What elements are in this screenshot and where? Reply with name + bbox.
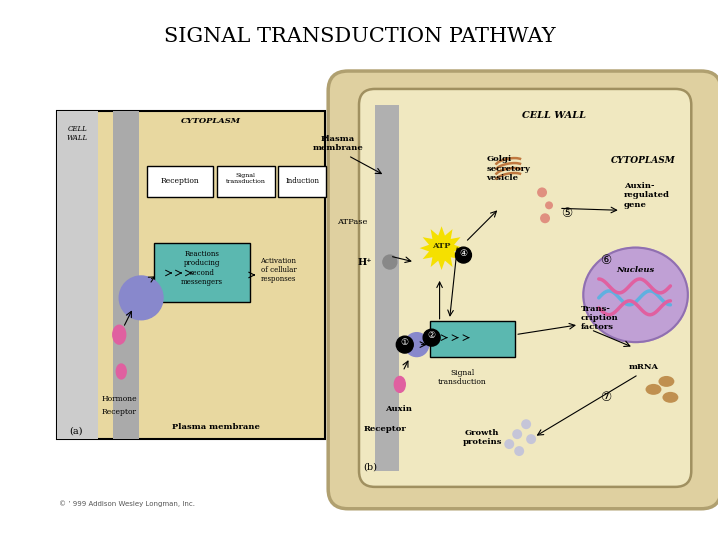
Text: (b): (b) <box>363 462 377 471</box>
Circle shape <box>540 213 550 223</box>
Circle shape <box>537 187 547 198</box>
FancyBboxPatch shape <box>375 105 399 471</box>
FancyBboxPatch shape <box>217 166 276 198</box>
Ellipse shape <box>662 392 678 403</box>
Circle shape <box>504 439 514 449</box>
Ellipse shape <box>395 376 405 393</box>
Text: (a): (a) <box>70 427 84 436</box>
Ellipse shape <box>659 376 675 387</box>
Text: SIGNAL TRANSDUCTION PATHWAY: SIGNAL TRANSDUCTION PATHWAY <box>164 26 556 46</box>
Text: Reactions
producing
second
messengers: Reactions producing second messengers <box>181 250 222 286</box>
Text: ⑦: ⑦ <box>600 391 611 404</box>
Text: Activation
of cellular
responses: Activation of cellular responses <box>261 257 297 283</box>
Text: CYTOPLASM: CYTOPLASM <box>611 156 676 165</box>
Circle shape <box>396 336 413 353</box>
Text: ①: ① <box>401 338 409 347</box>
Text: ATPase: ATPase <box>337 218 367 226</box>
Ellipse shape <box>116 364 126 379</box>
FancyBboxPatch shape <box>154 243 250 302</box>
Text: ATP: ATP <box>432 242 451 250</box>
Text: Induction: Induction <box>285 178 319 185</box>
Circle shape <box>512 429 522 439</box>
Text: © ’ 999 Addison Wesley Longman, Inc.: © ’ 999 Addison Wesley Longman, Inc. <box>58 501 194 507</box>
Ellipse shape <box>113 325 126 344</box>
Text: Signal
transduction: Signal transduction <box>225 173 266 184</box>
Circle shape <box>526 434 536 444</box>
Text: CELL
WALL: CELL WALL <box>67 125 88 143</box>
FancyBboxPatch shape <box>57 111 325 439</box>
Text: Growth
proteins: Growth proteins <box>463 429 502 446</box>
Text: Golgi
secretory
vesicle: Golgi secretory vesicle <box>486 156 530 182</box>
Text: Trans-
cription
factors: Trans- cription factors <box>581 305 618 331</box>
Circle shape <box>456 247 472 263</box>
Ellipse shape <box>646 384 662 395</box>
Circle shape <box>405 333 428 356</box>
FancyBboxPatch shape <box>57 111 99 439</box>
Text: Signal
transduction: Signal transduction <box>438 369 487 386</box>
Circle shape <box>383 255 397 269</box>
Text: Plasma membrane: Plasma membrane <box>172 423 260 431</box>
Circle shape <box>545 201 553 210</box>
Circle shape <box>521 419 531 429</box>
Text: Hormone: Hormone <box>102 395 137 403</box>
Text: ⑥: ⑥ <box>600 254 611 267</box>
Text: Nucleus: Nucleus <box>616 266 654 274</box>
FancyBboxPatch shape <box>147 166 213 198</box>
FancyBboxPatch shape <box>113 111 139 439</box>
Text: ⑤: ⑤ <box>562 207 572 220</box>
Text: ②: ② <box>428 331 436 340</box>
Text: CYTOPLASM: CYTOPLASM <box>181 117 240 125</box>
Circle shape <box>514 446 524 456</box>
Text: Auxin-
regulated
gene: Auxin- regulated gene <box>624 182 670 208</box>
Circle shape <box>423 329 440 346</box>
Text: mRNA: mRNA <box>629 363 659 372</box>
Text: Reception: Reception <box>161 178 199 185</box>
Text: ④: ④ <box>459 248 467 258</box>
FancyBboxPatch shape <box>279 166 326 198</box>
Polygon shape <box>420 226 464 270</box>
FancyBboxPatch shape <box>430 321 516 356</box>
FancyBboxPatch shape <box>328 71 720 509</box>
Text: H⁺: H⁺ <box>358 258 372 267</box>
Ellipse shape <box>583 248 688 342</box>
FancyBboxPatch shape <box>359 89 691 487</box>
Text: Auxin: Auxin <box>385 406 413 413</box>
Text: Receptor: Receptor <box>102 408 137 416</box>
Text: Receptor: Receptor <box>364 425 406 433</box>
Circle shape <box>120 276 163 320</box>
Text: Plasma
membrane: Plasma membrane <box>312 135 364 152</box>
Text: CELL WALL: CELL WALL <box>522 111 586 120</box>
